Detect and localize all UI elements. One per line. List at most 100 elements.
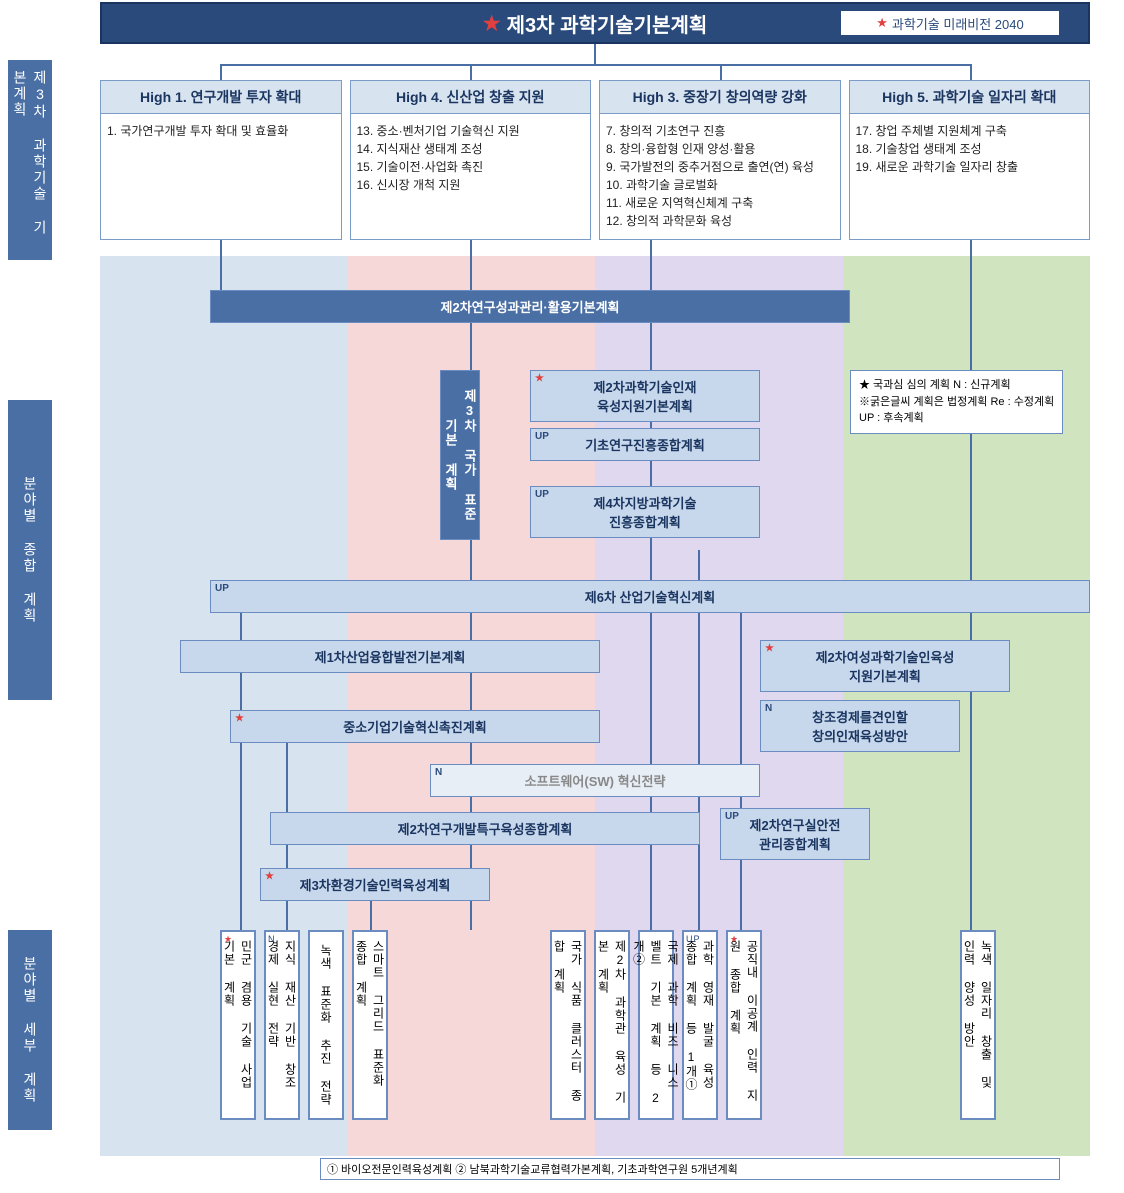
side-label: 분야별 종합 계획 [8, 400, 52, 700]
plan-bar: N 창조경제를견인할 창의인재육성방안 [760, 700, 960, 752]
high-column: High 4. 신산업 창출 지원13. 중소·벤처기업 기술혁신 지원 14.… [350, 80, 592, 240]
plan-bar: UP 제6차 산업기술혁신계획 [210, 580, 1090, 613]
detail-label: 민군 겸용 기술 사업 기본 계획 [221, 940, 255, 1110]
high-body: 13. 중소·벤처기업 기술혁신 지원 14. 지식재산 생태계 조성 15. … [350, 114, 592, 240]
detail-box: 국제 과학 비즈 니스 벨트 기본 계획 등 2개② [638, 930, 674, 1120]
side-label: 분야별 세부 계획 [8, 930, 52, 1130]
plan-bar: 제2차연구성과관리·활용기본계획 [210, 290, 850, 323]
detail-box: 녹색 일자리 창출 및 인력 양성 방안 [960, 930, 996, 1120]
detail-label: 공직내 이공계 인력 지원 종합 계획 [727, 940, 761, 1110]
footnote-text: ① 바이오전문인력육성계획 ② 남북과학기술교류협력가본계획, 기초과학연구원 … [327, 1161, 738, 1177]
marker: N [435, 767, 442, 778]
side-labels-column: 제3차 과학기술 기본계획분야별 종합 계획분야별 세부 계획 [0, 0, 60, 1193]
plan-bar: 제2차연구개발특구육성종합계획 [270, 812, 700, 845]
marker: ★ [235, 713, 244, 724]
detail-box: UP과학 영재 발굴 육성 종합 계획 등 1개① [682, 930, 718, 1120]
detail-label: 녹색 표준화 추진 전략 [318, 944, 335, 1106]
high-header: High 1. 연구개발 투자 확대 [100, 80, 342, 114]
detail-box: ★공직내 이공계 인력 지원 종합 계획 [726, 930, 762, 1120]
detail-box: N지식 재산 기반 창조 경제 실현 전략 [264, 930, 300, 1120]
plan-bar: UP제4차지방과학기술 진흥종합계획 [530, 486, 760, 538]
title-sub-text: 과학기술 미래비전 2040 [892, 14, 1024, 33]
diagram-root: 제3차 과학기술 기본계획분야별 종합 계획분야별 세부 계획 ★ 제3차 과학… [0, 0, 1124, 1193]
plan-label: 제2차연구실안전 관리종합계획 [750, 815, 841, 853]
marker: ★ [535, 373, 544, 384]
marker: ★ [265, 871, 274, 882]
detail-box: 녹색 표준화 추진 전략 [308, 930, 344, 1120]
connector [220, 64, 970, 66]
marker: UP [725, 811, 739, 822]
plan-label: 소프트웨어(SW) 혁신전략 [525, 771, 666, 790]
detail-row: ★민군 겸용 기술 사업 기본 계획N지식 재산 기반 창조 경제 실현 전략녹… [220, 930, 1100, 1130]
connector [594, 44, 596, 64]
detail-box: ★민군 겸용 기술 사업 기본 계획 [220, 930, 256, 1120]
high-body: 1. 국가연구개발 투자 확대 및 효율화 [100, 114, 342, 240]
marker: N [268, 934, 276, 944]
main-area: ★ 제3차 과학기술기본계획 ★ 과학기술 미래비전 2040 High 1. … [60, 0, 1124, 1193]
connector [370, 896, 372, 930]
high-column: High 1. 연구개발 투자 확대1. 국가연구개발 투자 확대 및 효율화 [100, 80, 342, 240]
plan-label: 제3차환경기술인력육성계획 [300, 875, 451, 894]
marker: UP [686, 934, 701, 944]
high-header: High 5. 과학기술 일자리 확대 [849, 80, 1091, 114]
plan-label: 제3차 국가 표준 기본 계획 [441, 377, 479, 533]
detail-box: 국가 식품 클러스터 종합 계획 [550, 930, 586, 1120]
detail-label: 지식 재산 기반 창조 경제 실현 전략 [265, 940, 299, 1110]
detail-label: 스마트 그리드 표준화 종합 계획 [353, 940, 387, 1110]
plan-bar: ★ 제2차여성과학기술인육성 지원기본계획 [760, 640, 1010, 692]
detail-box: 제2차 과학관 육성 기본 계획 [594, 930, 630, 1120]
marker: ★ [730, 934, 739, 945]
detail-label: 과학 영재 발굴 육성 종합 계획 등 1개① [683, 940, 717, 1110]
plan-label: 제2차연구성과관리·활용기본계획 [441, 297, 620, 316]
detail-label: 제2차 과학관 육성 기본 계획 [595, 940, 629, 1110]
high-body: 17. 창업 주체별 지원체계 구축 18. 기술창업 생태계 조성 19. 새… [849, 114, 1091, 240]
marker: UP [215, 583, 229, 594]
marker: UP [535, 431, 549, 442]
plan-label: 제1차산업융합발전기본계획 [315, 647, 466, 666]
plan-label: 제2차연구개발특구육성종합계획 [398, 819, 573, 838]
plan-bar: 제3차 국가 표준 기본 계획 [440, 370, 480, 540]
high-header: High 3. 중장기 창의역량 강화 [599, 80, 841, 114]
legend-line: ※굵은글씨 계획은 법정계획 Re : 수정계획 [859, 394, 1054, 411]
marker: ★ [224, 934, 233, 945]
high-body: 7. 창의적 기초연구 진흥 8. 창의·융합형 인재 양성·활용 9. 국가발… [599, 114, 841, 240]
side-label: 제3차 과학기술 기본계획 [8, 60, 52, 260]
marker: ★ [765, 643, 774, 654]
star-icon: ★ [483, 11, 501, 36]
legend-line: UP : 후속계획 [859, 410, 1054, 427]
plan-bar: UP 제2차연구실안전 관리종합계획 [720, 808, 870, 860]
title-sub-box: ★ 과학기술 미래비전 2040 [840, 10, 1060, 36]
plan-label: 기초연구진흥종합계획 [585, 435, 705, 454]
high-header: High 4. 신산업 창출 지원 [350, 80, 592, 114]
star-icon: ★ [876, 15, 888, 31]
legend-box: ★ 국과심 심의 계획 N : 신규계획※굵은글씨 계획은 법정계획 Re : … [850, 370, 1063, 434]
connector [220, 64, 222, 80]
plan-label: 제6차 산업기술혁신계획 [585, 587, 715, 606]
detail-label: 녹색 일자리 창출 및 인력 양성 방안 [961, 940, 995, 1110]
high-row: High 1. 연구개발 투자 확대1. 국가연구개발 투자 확대 및 효율화H… [100, 80, 1090, 240]
plan-bar: N 소프트웨어(SW) 혁신전략 [430, 764, 760, 797]
detail-label: 국가 식품 클러스터 종합 계획 [551, 940, 585, 1110]
footnote: ① 바이오전문인력육성계획 ② 남북과학기술교류협력가본계획, 기초과학연구원 … [320, 1158, 1060, 1180]
main-title-text: 제3차 과학기술기본계획 [507, 9, 708, 38]
connector [220, 240, 222, 290]
plan-label: 중소기업기술혁신촉진계획 [343, 717, 487, 736]
marker: N [765, 703, 772, 714]
plan-label: 창조경제를견인할 창의인재육성방안 [812, 707, 908, 745]
plan-bar: UP 기초연구진흥종합계획 [530, 428, 760, 461]
connector [720, 64, 722, 80]
detail-box: 스마트 그리드 표준화 종합 계획 [352, 930, 388, 1120]
high-column: High 5. 과학기술 일자리 확대17. 창업 주체별 지원체계 구축 18… [849, 80, 1091, 240]
plan-bar: ★ 제3차환경기술인력육성계획 [260, 868, 490, 901]
high-column: High 3. 중장기 창의역량 강화7. 창의적 기초연구 진흥 8. 창의·… [599, 80, 841, 240]
plan-bar: ★ 중소기업기술혁신촉진계획 [230, 710, 600, 743]
connector [470, 64, 472, 80]
plan-label: 제4차지방과학기술 진흥종합계획 [594, 493, 697, 531]
connector [970, 64, 972, 80]
detail-label: 국제 과학 비즈 니스 벨트 기본 계획 등 2개② [631, 940, 682, 1110]
plan-bar: ★ 제2차과학기술인재 육성지원기본계획 [530, 370, 760, 422]
plan-label: 제2차과학기술인재 육성지원기본계획 [594, 377, 697, 415]
legend-line: ★ 국과심 심의 계획 N : 신규계획 [859, 377, 1054, 394]
plan-label: 제2차여성과학기술인육성 지원기본계획 [816, 647, 955, 685]
plan-bar: 제1차산업융합발전기본계획 [180, 640, 600, 673]
